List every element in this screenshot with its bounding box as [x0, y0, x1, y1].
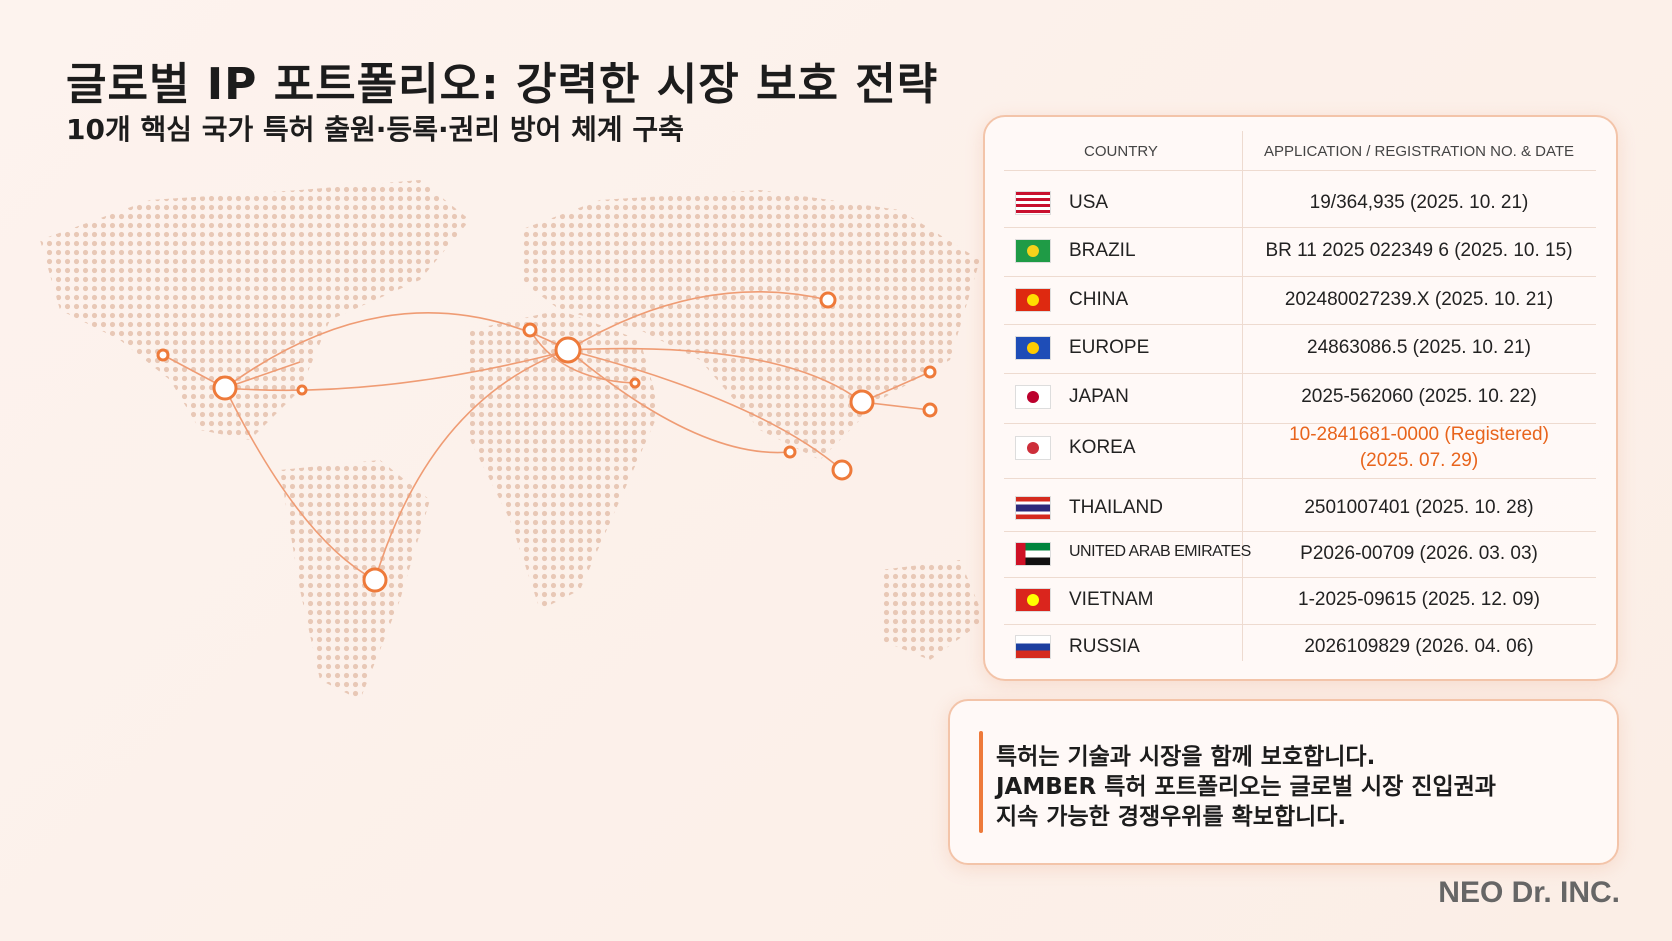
flag	[1016, 636, 1050, 658]
flag	[1016, 497, 1050, 519]
registration-line: 10-2841681-0000 (Registered)	[1243, 422, 1595, 448]
registration-line: BR 11 2025 022349 6 (2025. 10. 15)	[1243, 238, 1595, 264]
row-separator	[1004, 324, 1596, 325]
row-separator	[1004, 227, 1596, 228]
registration-line: 1-2025-09615 (2025. 12. 09)	[1243, 587, 1595, 613]
registration-line: (2025. 07. 29)	[1243, 448, 1595, 474]
flag	[1016, 192, 1050, 214]
callout-line: JAMBER 특허 포트폴리오는 글로벌 시장 진입권과	[996, 767, 1496, 801]
row-separator	[1004, 577, 1596, 578]
row-separator	[1004, 276, 1596, 277]
flag-emblem	[1027, 245, 1039, 257]
registration-line: 24863086.5 (2025. 10. 21)	[1243, 335, 1595, 361]
callout-line: 지속 가능한 경쟁우위를 확보합니다.	[996, 797, 1346, 831]
registration-cell: BR 11 2025 022349 6 (2025. 10. 15)	[1243, 238, 1595, 264]
column-header: APPLICATION / REGISTRATION NO. & DATE	[1243, 143, 1595, 160]
patent-table: COUNTRY APPLICATION / REGISTRATION NO. &…	[983, 115, 1618, 681]
country-name: KOREA	[1069, 437, 1136, 459]
brand: NEO Dr. INC.	[1438, 876, 1620, 910]
world-map	[0, 140, 990, 740]
registration-cell: 2025-562060 (2025. 10. 22)	[1243, 384, 1595, 410]
flag-emblem	[1027, 391, 1039, 403]
country-name: JAPAN	[1069, 386, 1129, 408]
registration-cell: 2501007401 (2025. 10. 28)	[1243, 495, 1595, 521]
row-separator	[1004, 478, 1596, 479]
registration-line: P2026-00709 (2026. 03. 03)	[1243, 541, 1595, 567]
registration-cell: 2026109829 (2026. 04. 06)	[1243, 634, 1595, 660]
country-name: THAILAND	[1069, 497, 1163, 519]
registration-line: 2026109829 (2026. 04. 06)	[1243, 634, 1595, 660]
flag	[1016, 240, 1050, 262]
registration-line: 19/364,935 (2025. 10. 21)	[1243, 190, 1595, 216]
row-separator	[1004, 624, 1596, 625]
registration-cell: 10-2841681-0000 (Registered)(2025. 07. 2…	[1243, 422, 1595, 474]
flag-emblem	[1027, 294, 1039, 306]
flag	[1016, 337, 1050, 359]
continents	[40, 180, 985, 700]
flag-emblem	[1027, 442, 1039, 454]
column-header: COUNTRY	[1004, 143, 1238, 160]
flag-emblem	[1027, 342, 1039, 354]
country-name: RUSSIA	[1069, 636, 1140, 658]
registration-cell: 1-2025-09615 (2025. 12. 09)	[1243, 587, 1595, 613]
row-separator	[1004, 170, 1596, 171]
registration-cell: 202480027239.X (2025. 10. 21)	[1243, 287, 1595, 313]
registration-line: 202480027239.X (2025. 10. 21)	[1243, 287, 1595, 313]
callout: 특허는 기술과 시장을 함께 보호합니다.JAMBER 특허 포트폴리오는 글로…	[948, 699, 1619, 865]
row-separator	[1004, 531, 1596, 532]
registration-line: 2501007401 (2025. 10. 28)	[1243, 495, 1595, 521]
registration-line: 2025-562060 (2025. 10. 22)	[1243, 384, 1595, 410]
flag	[1016, 386, 1050, 408]
registration-cell: 19/364,935 (2025. 10. 21)	[1243, 190, 1595, 216]
country-name: USA	[1069, 192, 1108, 214]
flag	[1016, 543, 1050, 565]
registration-cell: 24863086.5 (2025. 10. 21)	[1243, 335, 1595, 361]
registration-cell: P2026-00709 (2026. 03. 03)	[1243, 541, 1595, 567]
flag	[1016, 437, 1050, 459]
country-name: EUROPE	[1069, 337, 1149, 359]
callout-line: 특허는 기술과 시장을 함께 보호합니다.	[996, 737, 1375, 771]
row-separator	[1004, 373, 1596, 374]
country-name: BRAZIL	[1069, 240, 1136, 262]
flag-emblem	[1027, 594, 1039, 606]
country-name: UNITED ARAB EMIRATES	[1069, 543, 1251, 561]
accent-bar	[979, 731, 983, 833]
subtitle: 10개 핵심 국가 특허 출원·등록·권리 방어 체계 구축	[66, 108, 684, 148]
title: 글로벌 IP 포트폴리오: 강력한 시장 보호 전략	[66, 48, 938, 112]
flag	[1016, 289, 1050, 311]
country-name: CHINA	[1069, 289, 1128, 311]
flag	[1016, 589, 1050, 611]
country-name: VIETNAM	[1069, 589, 1153, 611]
